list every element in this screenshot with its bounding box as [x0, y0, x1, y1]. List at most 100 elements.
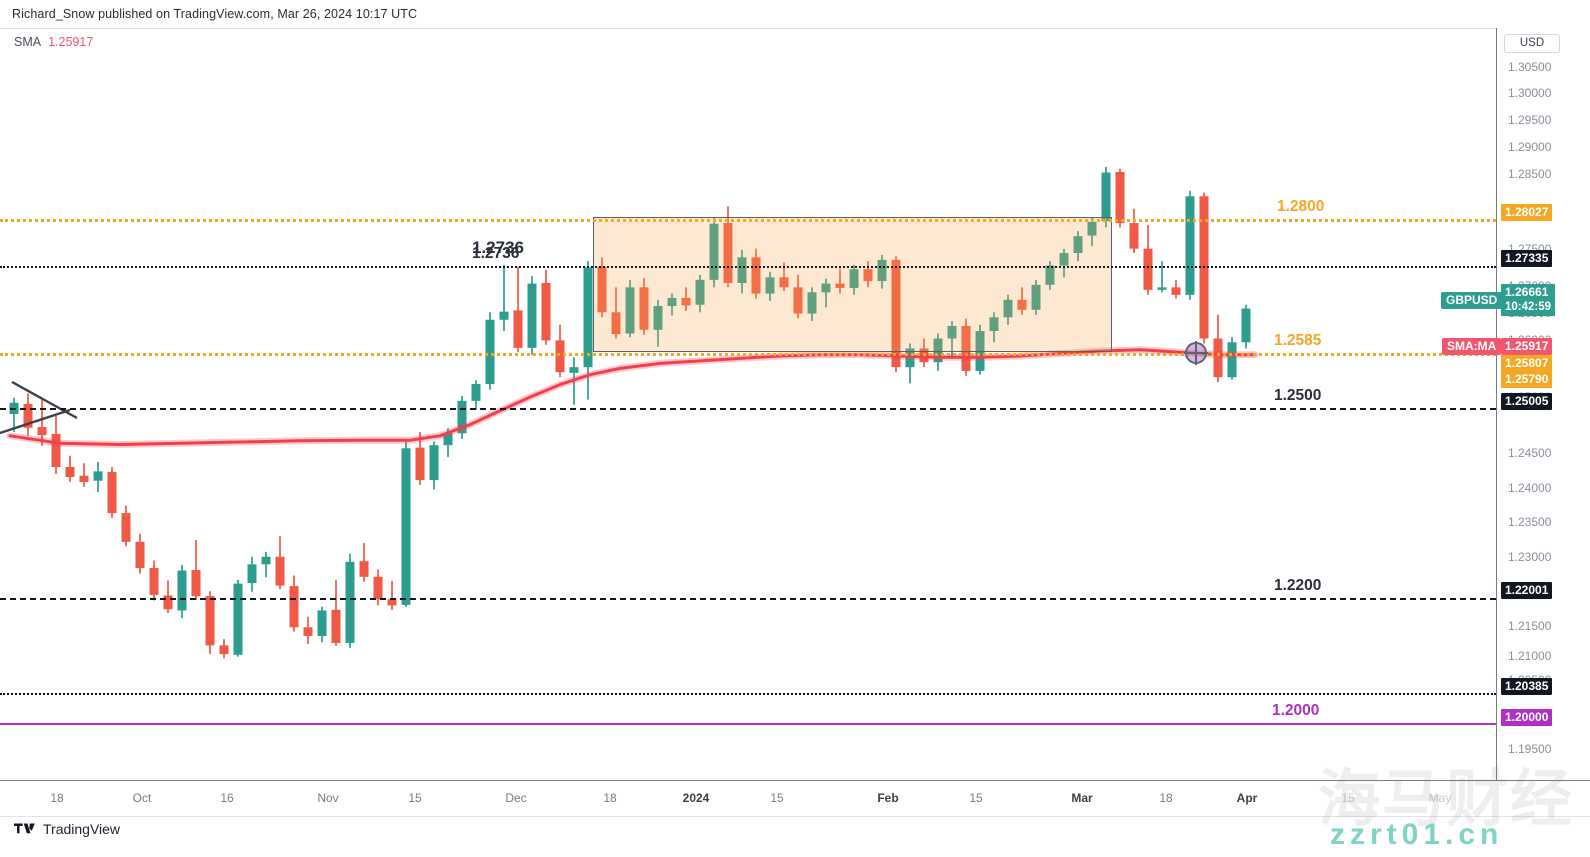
chart-canvas[interactable] [0, 28, 1496, 780]
candle [1129, 208, 1139, 254]
publisher-credit: Richard_Snow published on TradingView.co… [12, 7, 418, 21]
wedge-upper [11, 380, 78, 420]
candle [1241, 304, 1251, 349]
level-25790-price-label[interactable]: 1.25790 [1501, 371, 1553, 388]
candle [79, 463, 89, 487]
indicator-legend[interactable]: SMA 1.25917 [14, 35, 93, 49]
price-tick: 1.30500 [1508, 60, 1552, 74]
legend-indicator-name: SMA [14, 35, 42, 49]
level-27335-price-label[interactable]: 1.27335 [1501, 250, 1553, 267]
candle [989, 312, 999, 343]
candle [863, 261, 873, 288]
resistance-2800-price-label[interactable]: 1.28027 [1501, 204, 1553, 221]
currency-badge[interactable]: USD [1504, 34, 1560, 53]
candle [387, 581, 397, 610]
candle [289, 575, 299, 632]
candle [275, 536, 285, 590]
candle [877, 254, 887, 289]
candle [51, 415, 61, 474]
candle [625, 279, 635, 338]
level-25807-price-label[interactable]: 1.25807 [1501, 355, 1553, 372]
candle [793, 274, 803, 319]
time-tick: Feb [877, 791, 899, 805]
crosshair-marker[interactable] [1184, 341, 1208, 365]
price-tick: 1.23000 [1508, 550, 1552, 564]
candle [191, 539, 201, 600]
candle [429, 441, 439, 490]
candle [1213, 314, 1223, 383]
candle [177, 564, 187, 618]
candle [961, 318, 971, 376]
chinese-watermark: 海马财经 [1318, 765, 1575, 834]
level-1-2800-line[interactable] [0, 219, 1496, 222]
candle [485, 312, 495, 390]
sma-value-value: 1.25917 [1505, 339, 1549, 353]
level-20385-value: 1.20385 [1505, 679, 1549, 693]
candle [401, 438, 411, 607]
level-1-2736-line[interactable] [0, 266, 1496, 268]
candle [1073, 231, 1083, 262]
candle [1059, 248, 1069, 278]
symbol-tag[interactable]: GBPUSD [1441, 292, 1503, 309]
candle [905, 343, 915, 384]
candle [499, 264, 509, 331]
level-20000-price-label[interactable]: 1.20000 [1501, 709, 1553, 726]
candle [765, 271, 775, 302]
candle [695, 274, 705, 313]
tradingview-footer[interactable]: TradingView [14, 821, 120, 837]
candle [23, 393, 33, 436]
level-1-2038-line[interactable] [0, 693, 1496, 695]
candle [1115, 168, 1125, 228]
level-22001-price-label[interactable]: 1.22001 [1501, 582, 1553, 599]
candle [457, 395, 467, 439]
candle [975, 324, 985, 375]
candle [835, 268, 845, 294]
candle [317, 606, 327, 643]
price-tick: 1.24000 [1508, 481, 1552, 495]
level-1-2500-label: 1.2500 [1274, 387, 1322, 404]
candle [933, 333, 943, 371]
level-1-2500-line[interactable] [0, 408, 1496, 410]
candle [1171, 279, 1181, 299]
level-1-2200-line[interactable] [0, 598, 1496, 600]
candle [849, 264, 859, 295]
price-tick: 1.28500 [1508, 167, 1552, 181]
candle [121, 505, 131, 547]
level-20000-value: 1.20000 [1505, 710, 1549, 724]
last-price-time: 10:42:59 [1505, 301, 1552, 313]
level-1-2585-line[interactable] [0, 353, 1496, 356]
sma-tag[interactable]: SMA:MA [1442, 338, 1502, 355]
candle [555, 324, 565, 378]
level-20385-price-label[interactable]: 1.20385 [1501, 678, 1553, 695]
candle [653, 299, 663, 347]
resistance-2800-value: 1.28027 [1505, 205, 1549, 219]
candle [345, 553, 355, 648]
consolidation-zone-rectangle[interactable] [593, 217, 1112, 352]
time-tick: Oct [132, 791, 152, 805]
candle [513, 266, 523, 353]
time-tick: Mar [1071, 791, 1093, 805]
price-tick: 1.21500 [1508, 619, 1552, 633]
level-27335-value: 1.27335 [1505, 251, 1549, 265]
level-1-2000-line[interactable] [0, 723, 1496, 725]
candle [737, 249, 747, 294]
time-tick: 2024 [682, 791, 710, 805]
candle [751, 248, 761, 299]
time-tick: Dec [505, 791, 527, 805]
candle [107, 466, 117, 519]
time-tick: Nov [317, 791, 339, 805]
time-axis[interactable]: 18 Oct 16 Nov 15 Dec 18 2024 15 Feb 15 Mar 18 Apr 15 Ma… [0, 780, 1590, 816]
candle [667, 293, 677, 316]
time-tick: 15 [408, 791, 422, 805]
tradingview-logo-icon [14, 823, 35, 834]
level-1-2200-label: 1.2200 [1274, 577, 1322, 594]
last-price-price-label[interactable]: 1.26661 10:42:59 [1501, 284, 1556, 316]
sma-value-price-label[interactable]: 1.25917 [1501, 338, 1553, 355]
level-25005-price-label[interactable]: 1.25005 [1501, 393, 1553, 410]
candle [1227, 337, 1237, 380]
candle [527, 276, 537, 355]
time-tick: May [1428, 791, 1452, 805]
price-tick: 1.30000 [1508, 86, 1552, 100]
candle [65, 455, 75, 482]
